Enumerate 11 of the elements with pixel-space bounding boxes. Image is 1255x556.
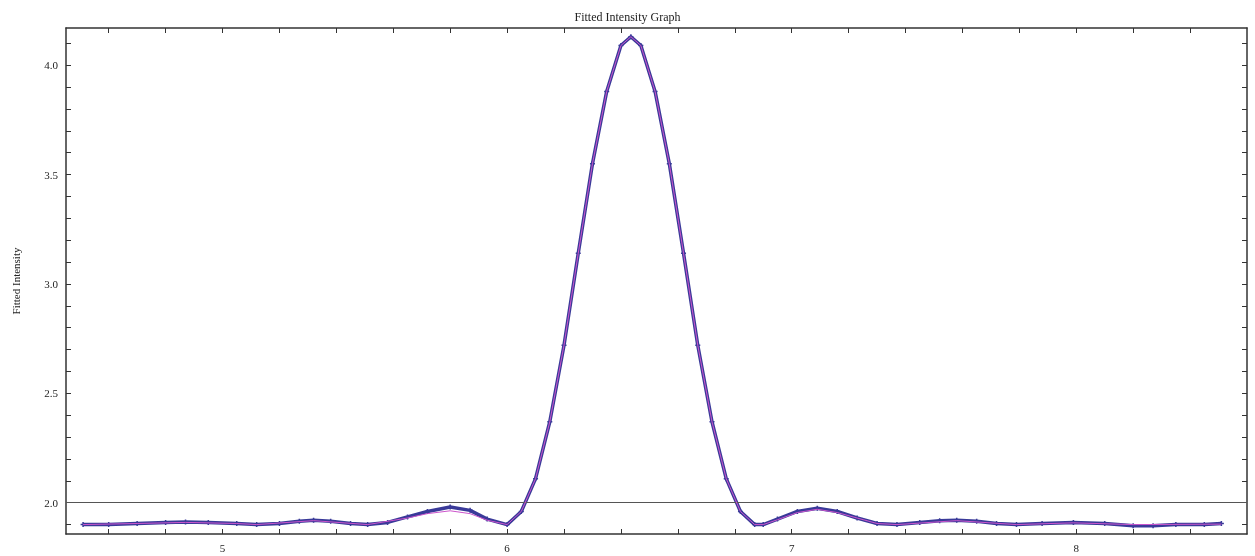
x-tick-label: 8: [1073, 541, 1080, 554]
x-tick-label: 5: [219, 541, 226, 554]
y-tick-label: 2.0: [44, 496, 59, 509]
y-tick-label: 2.5: [44, 387, 59, 400]
y-axis-title: Fitted Intensity: [9, 247, 22, 315]
x-tick-label: 6: [504, 541, 511, 554]
y-tick-label: 3.5: [44, 168, 59, 181]
chart-title: Fitted Intensity Graph: [574, 10, 681, 24]
y-tick-label: 3.0: [44, 277, 59, 290]
x-tick-label: 7: [788, 541, 795, 554]
y-tick-label: 4.0: [44, 59, 59, 72]
